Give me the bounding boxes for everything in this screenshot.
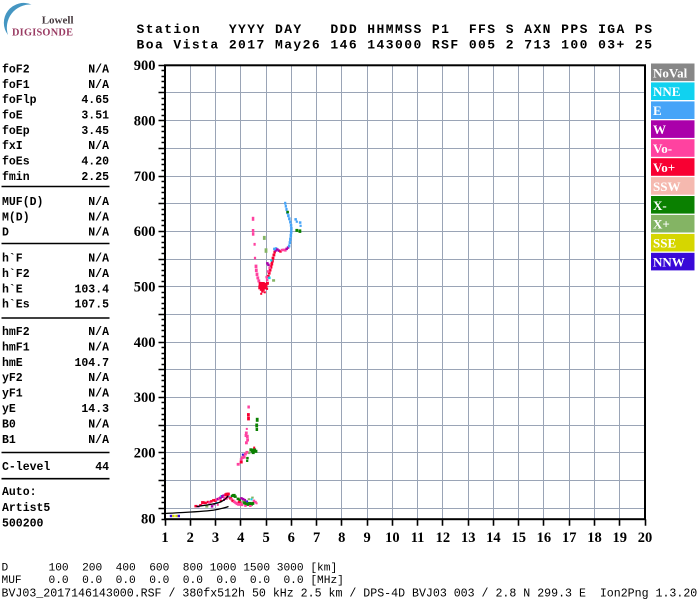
svg-text:14: 14 [486,530,501,546]
svg-text:4.20: 4.20 [81,156,109,169]
svg-text:N/A: N/A [88,196,109,209]
svg-text:Vo+: Vo+ [653,160,675,175]
svg-text:h`E: h`E [2,283,23,296]
svg-text:7: 7 [313,530,320,546]
svg-text:400: 400 [134,335,156,351]
svg-text:B1: B1 [2,434,16,447]
svg-text:12: 12 [436,530,451,546]
svg-text:4.65: 4.65 [81,94,109,107]
svg-text:Lowell: Lowell [42,15,74,27]
svg-text:hmF1: hmF1 [2,341,30,354]
svg-text:SSW: SSW [653,179,680,194]
svg-text:3: 3 [212,530,219,546]
svg-text:MUF 0.0 0.0 0.0 0.0 0.0: MUF 0.0 0.0 0.0 0.0 0.0 0.0 0.0 0.0 [MHz… [2,575,344,587]
svg-text:E: E [653,103,662,118]
svg-text:B0: B0 [2,419,16,432]
svg-text:fxI: fxI [2,140,23,153]
svg-text:700: 700 [134,169,156,185]
svg-text:fmin: fmin [2,171,30,184]
svg-text:2.25: 2.25 [81,171,109,184]
svg-text:foFlp: foFlp [2,94,37,107]
svg-text:Artist5: Artist5 [2,502,50,515]
svg-text:NNW: NNW [653,255,685,270]
svg-text:N/A: N/A [88,140,109,153]
svg-text:17: 17 [562,530,577,546]
svg-text:N/A: N/A [88,227,109,240]
svg-text:Vo-: Vo- [653,141,672,156]
svg-text:foEp: foEp [2,125,30,138]
svg-text:Boa Vista 2017 May26 146 14300: Boa Vista 2017 May26 146 143000 RSF 005 … [137,38,654,53]
svg-text:N/A: N/A [88,268,109,281]
svg-text:4: 4 [237,530,244,546]
svg-text:hmF2: hmF2 [2,326,30,339]
svg-text:C-level: C-level [2,461,50,474]
svg-text:3.51: 3.51 [81,110,109,123]
svg-text:20: 20 [638,530,653,546]
svg-text:300: 300 [134,390,156,406]
svg-text:X+: X+ [653,217,670,232]
svg-text:104.7: 104.7 [74,357,109,370]
svg-text:N/A: N/A [88,79,109,92]
svg-text:W: W [653,122,666,137]
svg-text:18: 18 [587,530,602,546]
svg-text:500: 500 [134,280,156,296]
svg-text:N/A: N/A [88,253,109,266]
svg-text:1: 1 [161,530,168,546]
svg-text:NNE: NNE [653,84,680,99]
svg-text:X-: X- [653,198,667,213]
svg-text:200: 200 [134,446,156,462]
svg-text:h`F2: h`F2 [2,268,30,281]
svg-text:foEs: foEs [2,156,30,169]
svg-text:6: 6 [288,530,295,546]
svg-text:15: 15 [511,530,526,546]
svg-text:SSE: SSE [653,236,676,251]
svg-text:N/A: N/A [88,388,109,401]
svg-text:h`Es: h`Es [2,299,30,312]
svg-text:N/A: N/A [88,341,109,354]
svg-text:BVJ03_2017146143000.RSF / 380f: BVJ03_2017146143000.RSF / 380fx512h 50 k… [2,588,698,601]
svg-text:10: 10 [385,530,400,546]
svg-text:3.45: 3.45 [81,125,109,138]
svg-text:19: 19 [612,530,627,546]
svg-text:500200: 500200 [2,517,44,530]
svg-text:103.4: 103.4 [74,283,109,296]
svg-text:80: 80 [141,512,156,528]
svg-text:9: 9 [363,530,370,546]
svg-text:yF1: yF1 [2,388,23,401]
svg-text:600: 600 [134,224,156,240]
svg-text:14.3: 14.3 [81,403,109,416]
svg-text:foF1: foF1 [2,79,30,92]
svg-text:D: D [2,227,9,240]
svg-text:yF2: yF2 [2,372,23,385]
svg-text:N/A: N/A [88,419,109,432]
svg-text:foF2: foF2 [2,64,30,77]
svg-text:MUF(D): MUF(D) [2,196,43,209]
svg-text:D 100 200 400 600 800: D 100 200 400 600 800 1000 1500 3000 [km… [2,563,338,575]
svg-text:N/A: N/A [88,211,109,224]
svg-text:yE: yE [2,403,16,416]
svg-text:8: 8 [338,530,345,546]
svg-text:h`F: h`F [2,253,23,266]
svg-text:Station YYYY DAY DDD HHMMS: Station YYYY DAY DDD HHMMSS P1 FFS S AXN… [137,22,654,37]
svg-text:13: 13 [461,530,476,546]
svg-text:900: 900 [134,58,156,74]
svg-text:800: 800 [134,114,156,130]
svg-text:hmE: hmE [2,357,23,370]
svg-text:107.5: 107.5 [74,299,109,312]
svg-text:44: 44 [95,461,109,474]
svg-text:11: 11 [411,530,425,546]
svg-text:NoVal: NoVal [653,65,688,80]
svg-text:DIGISONDE: DIGISONDE [12,28,73,39]
svg-text:N/A: N/A [88,326,109,339]
svg-text:16: 16 [537,530,552,546]
svg-text:foE: foE [2,110,23,123]
svg-text:5: 5 [262,530,269,546]
svg-text:N/A: N/A [88,434,109,447]
svg-text:Auto:: Auto: [2,486,37,499]
svg-text:M(D): M(D) [2,211,30,224]
svg-text:N/A: N/A [88,372,109,385]
svg-text:2: 2 [187,530,194,546]
svg-text:N/A: N/A [88,64,109,77]
